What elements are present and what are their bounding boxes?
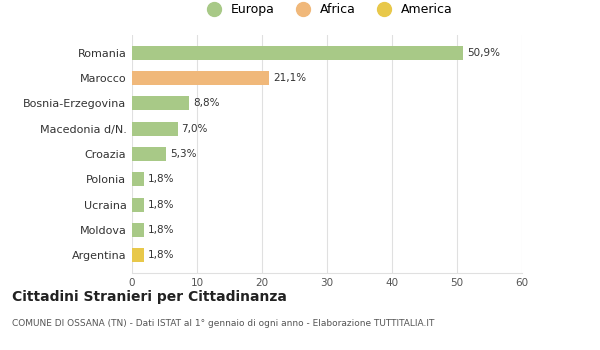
Text: 1,8%: 1,8% — [148, 225, 174, 235]
Bar — [132, 248, 144, 262]
Text: COMUNE DI OSSANA (TN) - Dati ISTAT al 1° gennaio di ogni anno - Elaborazione TUT: COMUNE DI OSSANA (TN) - Dati ISTAT al 1°… — [12, 318, 434, 328]
Bar — [132, 172, 144, 186]
Text: 1,8%: 1,8% — [148, 174, 174, 184]
Bar — [132, 46, 463, 60]
Text: 1,8%: 1,8% — [148, 250, 174, 260]
Text: 21,1%: 21,1% — [273, 73, 306, 83]
Text: 7,0%: 7,0% — [181, 124, 208, 134]
Bar — [132, 147, 166, 161]
Text: 5,3%: 5,3% — [170, 149, 197, 159]
Legend: Europa, Africa, America: Europa, Africa, America — [196, 0, 458, 21]
Bar — [132, 97, 189, 110]
Text: 1,8%: 1,8% — [148, 199, 174, 210]
Bar — [132, 122, 178, 136]
Text: 8,8%: 8,8% — [193, 98, 220, 108]
Text: Cittadini Stranieri per Cittadinanza: Cittadini Stranieri per Cittadinanza — [12, 290, 287, 304]
Text: 50,9%: 50,9% — [467, 48, 500, 58]
Bar — [132, 71, 269, 85]
Bar — [132, 198, 144, 211]
Bar — [132, 223, 144, 237]
